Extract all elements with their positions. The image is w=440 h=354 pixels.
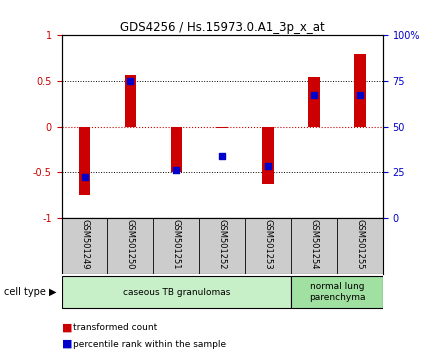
- Point: [311, 92, 318, 97]
- Point: [219, 153, 226, 159]
- Text: ■: ■: [62, 339, 76, 349]
- Bar: [216, 127, 228, 129]
- Point: [264, 163, 271, 169]
- Bar: [62, 276, 291, 308]
- Text: GSM501250: GSM501250: [126, 219, 135, 270]
- Bar: [291, 276, 383, 308]
- Text: ■: ■: [62, 322, 76, 332]
- Text: GSM501252: GSM501252: [218, 219, 227, 270]
- Text: transformed count: transformed count: [73, 323, 157, 332]
- Point: [356, 92, 363, 97]
- Text: GSM501249: GSM501249: [80, 219, 89, 270]
- Text: GSM501254: GSM501254: [309, 219, 319, 270]
- Text: GSM501253: GSM501253: [264, 219, 273, 270]
- Text: normal lung
parenchyma: normal lung parenchyma: [309, 282, 365, 302]
- Bar: [125, 75, 136, 127]
- Point: [127, 78, 134, 84]
- Text: GSM501255: GSM501255: [356, 219, 364, 270]
- Bar: [262, 127, 274, 184]
- Point: [173, 167, 180, 173]
- Text: percentile rank within the sample: percentile rank within the sample: [73, 339, 226, 349]
- Bar: [354, 53, 366, 127]
- Text: caseous TB granulomas: caseous TB granulomas: [123, 287, 230, 297]
- Text: GSM501251: GSM501251: [172, 219, 181, 270]
- Bar: [308, 77, 320, 127]
- Bar: [79, 127, 90, 195]
- Point: [81, 174, 88, 179]
- Bar: [171, 127, 182, 172]
- Text: cell type ▶: cell type ▶: [4, 287, 57, 297]
- Title: GDS4256 / Hs.15973.0.A1_3p_x_at: GDS4256 / Hs.15973.0.A1_3p_x_at: [120, 21, 325, 34]
